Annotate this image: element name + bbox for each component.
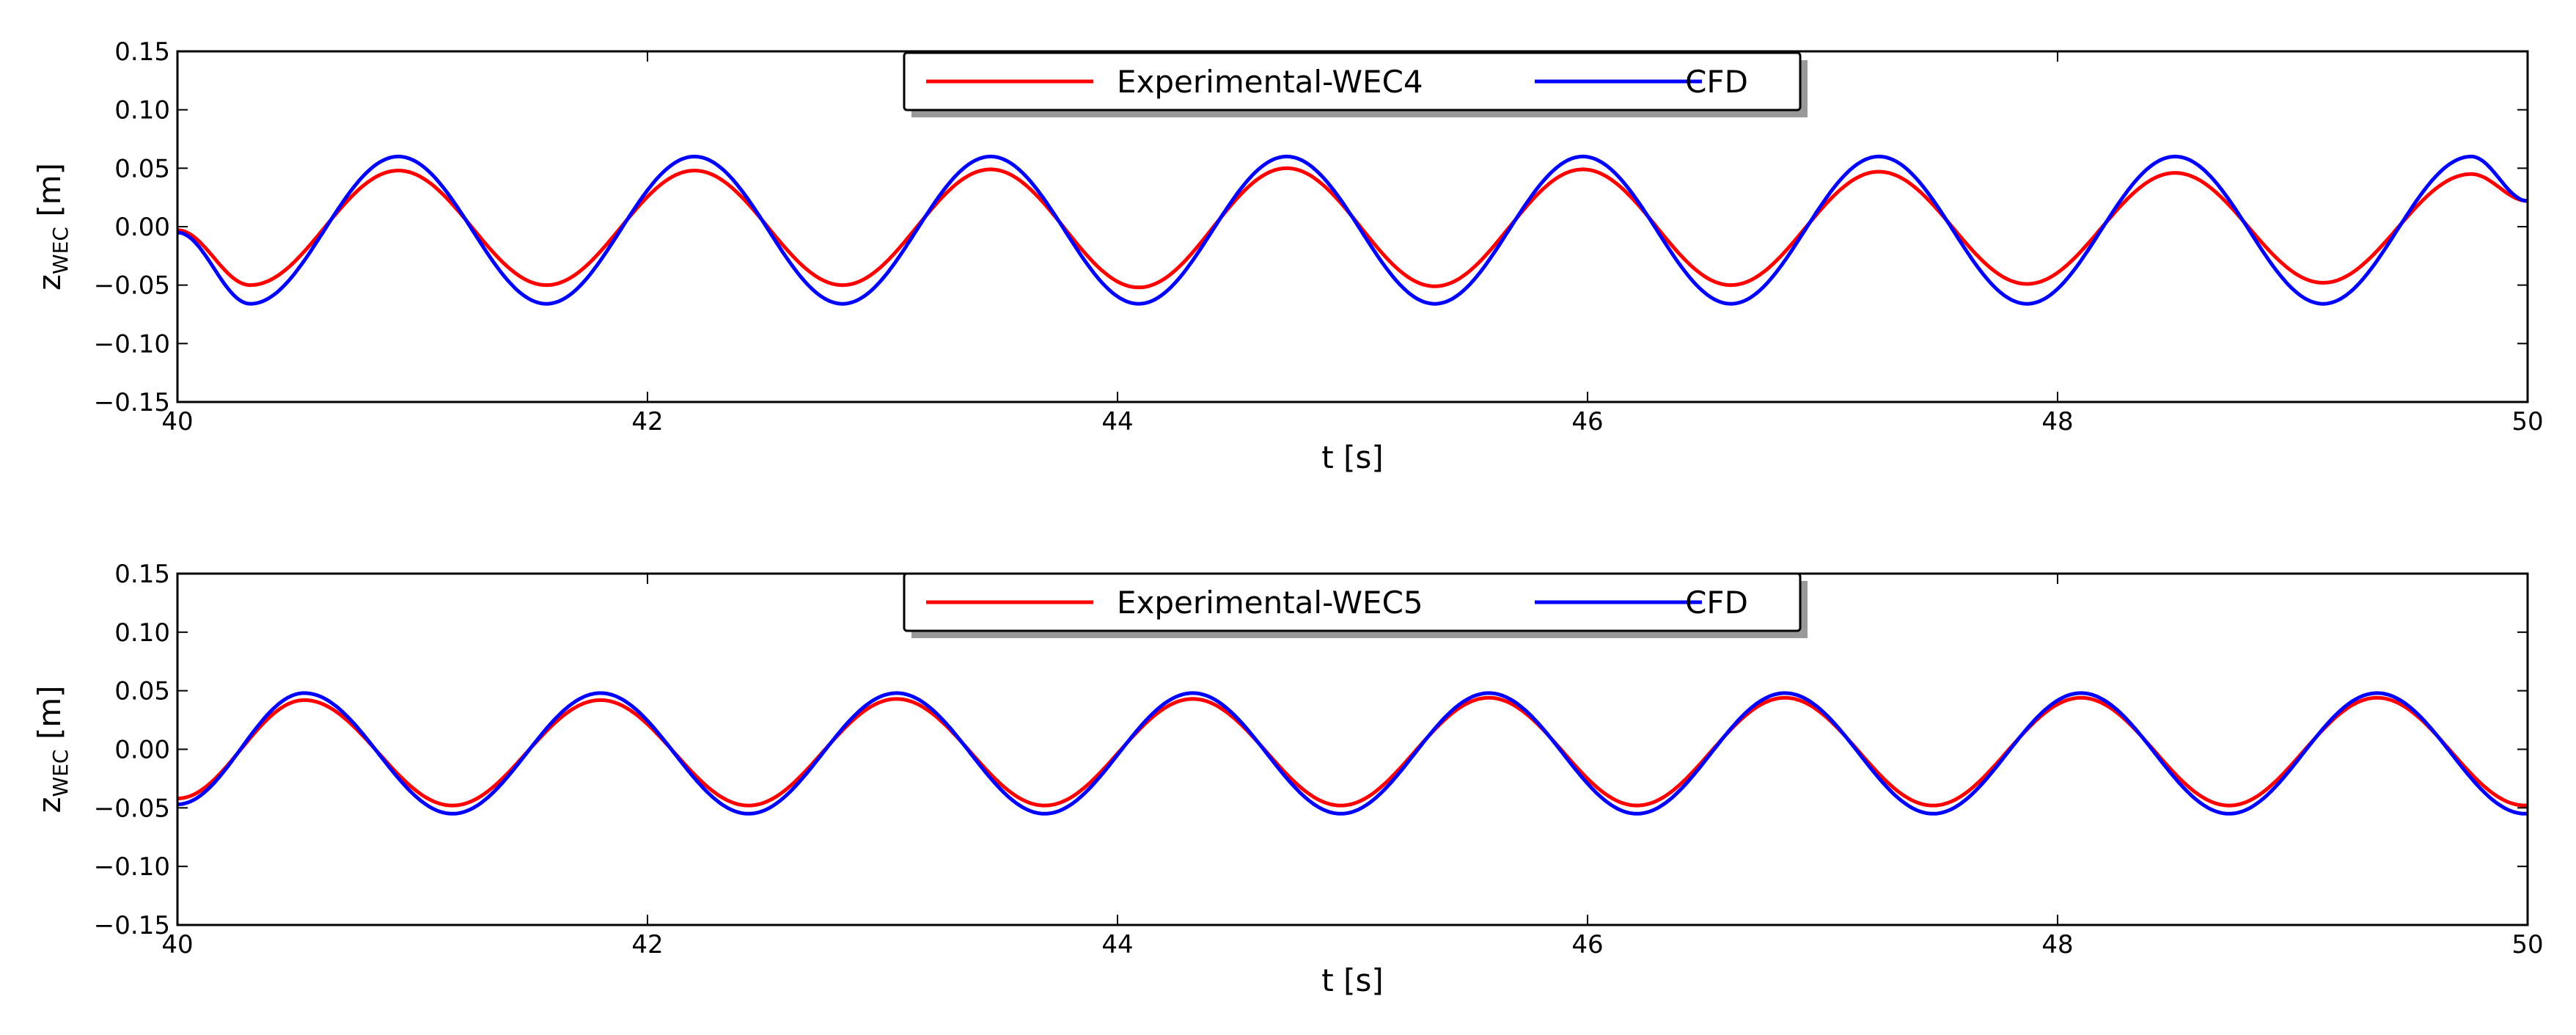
y-tick-label: −0.15 [94,911,170,940]
series-line-experimental [177,166,2528,290]
legend: Experimental-WEC5 CFD [903,572,1808,638]
y-tick-label: 0.15 [114,560,170,589]
legend-label-cfd: CFD [1685,64,1748,100]
x-axis-label: t [s] [1321,962,1383,998]
y-tick-label: 0.00 [114,213,170,242]
y-tick-label: 0.10 [114,618,170,648]
series-line-cfd [177,154,2528,306]
x-tick-label: 46 [1571,930,1603,959]
legend-box [903,51,1802,111]
x-tick-label: 44 [1101,930,1133,959]
y-tick-label: 0.05 [114,154,170,183]
legend-label-experimental: Experimental-WEC4 [1117,64,1423,100]
x-tick-label: 50 [2511,407,2543,436]
y-tick-label: 0.10 [114,96,170,125]
series-line-cfd [177,691,2528,816]
series-group [177,154,2528,306]
y-axis-label: zWEC [m] [32,685,73,813]
x-tick-label: 48 [2041,407,2073,436]
y-tick-label: −0.15 [94,388,170,417]
y-tick-label: −0.05 [94,271,170,301]
x-tick-label: 48 [2041,930,2073,959]
y-tick-label: 0.15 [114,37,170,67]
y-tick-label: 0.05 [114,677,170,706]
x-tick-label: 40 [161,407,193,436]
legend: Experimental-WEC4 CFD [903,51,1808,117]
subplot-2: 40 42 44 46 48 50 −0.15 −0.10 −0.05 0.00 0.05 0.10 0… [32,560,2544,998]
y-tick-label: 0.00 [114,736,170,765]
x-tick-label: 40 [161,930,193,959]
y-tick-label: −0.10 [94,329,170,359]
x-tick-label: 44 [1101,407,1133,436]
x-tick-label: 42 [631,407,663,436]
legend-box [903,572,1802,632]
subplot-1: 40 42 44 46 48 50 −0.15 −0.10 −0.05 0.00 0.05 0.10 0… [32,37,2544,475]
y-tick-label: −0.10 [94,852,170,882]
x-tick-label: 42 [631,930,663,959]
x-tick-label: 50 [2511,930,2543,959]
x-axis-label: t [s] [1321,439,1383,475]
legend-label-experimental: Experimental-WEC5 [1117,585,1423,621]
legend-label-cfd: CFD [1685,585,1748,621]
y-tick-label: −0.05 [94,794,170,823]
y-axis-label: zWEC [m] [32,163,73,290]
x-tick-label: 46 [1571,407,1603,436]
series-group [177,691,2528,816]
